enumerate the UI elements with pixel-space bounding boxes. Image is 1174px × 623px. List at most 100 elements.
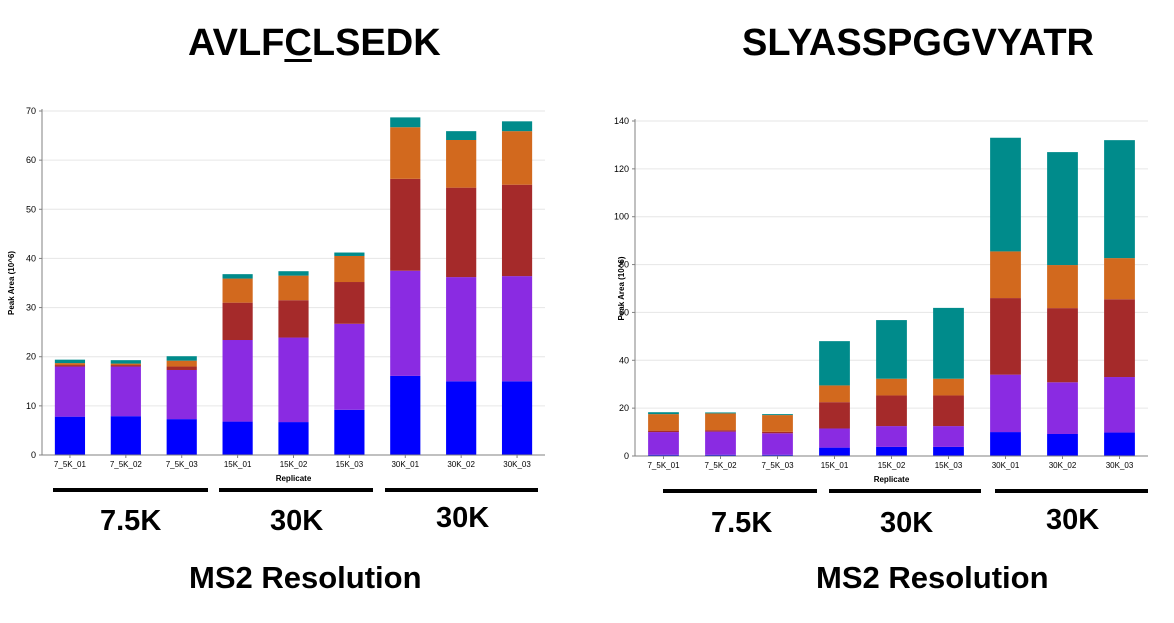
bar-segment-orange [166, 360, 197, 367]
bar-segment-darkred [501, 184, 533, 277]
bar-segment-teal [933, 307, 964, 379]
bar-segment-purple [446, 277, 477, 382]
bar-segment-orange [876, 378, 907, 396]
y-tick-label: 100 [614, 212, 629, 222]
y-tick-label: 80 [619, 260, 629, 270]
bar-segment-darkred [222, 302, 253, 341]
group-bracket-line [829, 489, 981, 493]
bar-segment-purple [166, 369, 197, 420]
bar-segment-darkred [819, 402, 850, 429]
x-tick-label: 7_5K_02 [110, 460, 143, 469]
x-tick-label: 15K_01 [821, 461, 849, 470]
bar-segment-teal [54, 359, 86, 364]
bar-segment-orange [54, 363, 86, 366]
bar-segment-darkred [762, 431, 793, 434]
bar-segment-purple [390, 270, 421, 376]
title-underlined-residue: C [284, 22, 312, 64]
bar-segment-blue [110, 416, 141, 455]
bar-segment-teal [705, 412, 736, 414]
bar-segment-purple [933, 426, 964, 447]
bar-segment-purple [990, 374, 1021, 433]
bar-segment-orange [334, 255, 365, 283]
title-part: AVLF [188, 22, 285, 64]
bar-segment-orange [390, 127, 421, 179]
bar-segment-orange [648, 414, 679, 431]
bar-segment-darkred [446, 187, 477, 278]
x-tick-label: 7_5K_01 [647, 461, 680, 470]
group-label: 30K [436, 502, 490, 534]
bar-segment-purple [1104, 377, 1135, 433]
group-label: 30K [1046, 504, 1100, 536]
bar-segment-blue [990, 432, 1021, 456]
bar-segment-teal [501, 121, 533, 132]
y-tick-label: 120 [614, 164, 629, 174]
x-tick-label: 15K_01 [224, 460, 252, 469]
x-tick-label: 30K_02 [1049, 461, 1077, 470]
bar-segment-darkred [876, 395, 907, 427]
bar-segment-teal [762, 414, 793, 416]
x-tick-label: 15K_02 [280, 460, 308, 469]
bar-segment-purple [501, 276, 533, 382]
bar-segment-orange [1104, 258, 1135, 300]
group-bracket-line [53, 488, 208, 492]
y-tick-label: 50 [26, 204, 36, 214]
title-part: LSEDK [311, 22, 441, 64]
bar-segment-purple [1047, 382, 1078, 434]
x-tick-label: 15K_03 [935, 461, 963, 470]
footer-label-right: MS2 Resolution [816, 560, 1049, 595]
bar-segment-blue [278, 422, 309, 455]
chart-left: 0 10 20 30 40 50 60 70 7_5K_01 7_5K_02 7_5K_03 15K_… [7, 106, 545, 483]
x-tick-label: 7_5K_01 [54, 460, 87, 469]
x-tick-label: 30K_02 [447, 460, 475, 469]
bar-segment-purple [876, 426, 907, 447]
y-tick-label: 20 [619, 403, 629, 413]
bar-segment-darkred [390, 178, 421, 271]
bar-segment-darkred [705, 430, 736, 432]
bar-segment-orange [278, 275, 309, 301]
bar-segment-purple [648, 432, 679, 455]
bar-segment-purple [334, 323, 365, 410]
bar-segment-orange [110, 363, 141, 366]
group-bracket-line [219, 488, 373, 492]
x-axis-label: Replicate [874, 475, 910, 484]
bar-segment-orange [446, 139, 477, 188]
bar-segment-teal [648, 412, 679, 415]
bar-segment-purple [705, 431, 736, 455]
bar-segment-teal [819, 341, 850, 386]
y-axis-label: Peak Area (10^6) [617, 256, 626, 320]
y-axis-label: Peak Area (10^6) [7, 251, 16, 315]
x-tick-label: 15K_02 [878, 461, 906, 470]
bar-segment-blue [334, 409, 365, 455]
bar-segment-darkred [54, 365, 86, 367]
bar-segment-blue [648, 454, 679, 456]
y-tick-label: 0 [31, 450, 36, 460]
bar-segment-teal [278, 271, 309, 276]
bar-segment-darkred [1104, 299, 1135, 378]
group-label: 7.5K [711, 507, 773, 539]
x-tick-label: 30K_01 [391, 460, 419, 469]
x-axis-label: Replicate [276, 474, 312, 483]
bar-segment-blue [933, 446, 964, 456]
x-tick-label: 7_5K_03 [166, 460, 199, 469]
group-label: 7.5K [100, 505, 162, 537]
bar-segment-blue [54, 416, 86, 455]
bar-segment-purple [222, 340, 253, 422]
bar-segment-teal [222, 274, 253, 279]
bar-segment-blue [446, 381, 477, 455]
chart-title-left: AVLFCLSEDK [188, 22, 441, 65]
bar-segment-teal [334, 252, 365, 256]
bar-segment-orange [819, 385, 850, 403]
y-tick-label: 20 [26, 352, 36, 362]
bar-segment-blue [876, 446, 907, 456]
x-tick-label: 30K_03 [503, 460, 531, 469]
group-bracket-line [995, 489, 1148, 493]
bar-segment-purple [819, 428, 850, 448]
bar-segment-purple [762, 433, 793, 455]
chart-title-right: SLYASSPGGVYATR [742, 22, 1094, 65]
y-tick-label: 60 [619, 307, 629, 317]
bar-segment-darkred [1047, 308, 1078, 383]
bar-segment-teal [446, 131, 477, 140]
bar-segment-teal [166, 356, 197, 361]
x-tick-label: 30K_01 [992, 461, 1020, 470]
group-label: 30K [880, 507, 934, 539]
